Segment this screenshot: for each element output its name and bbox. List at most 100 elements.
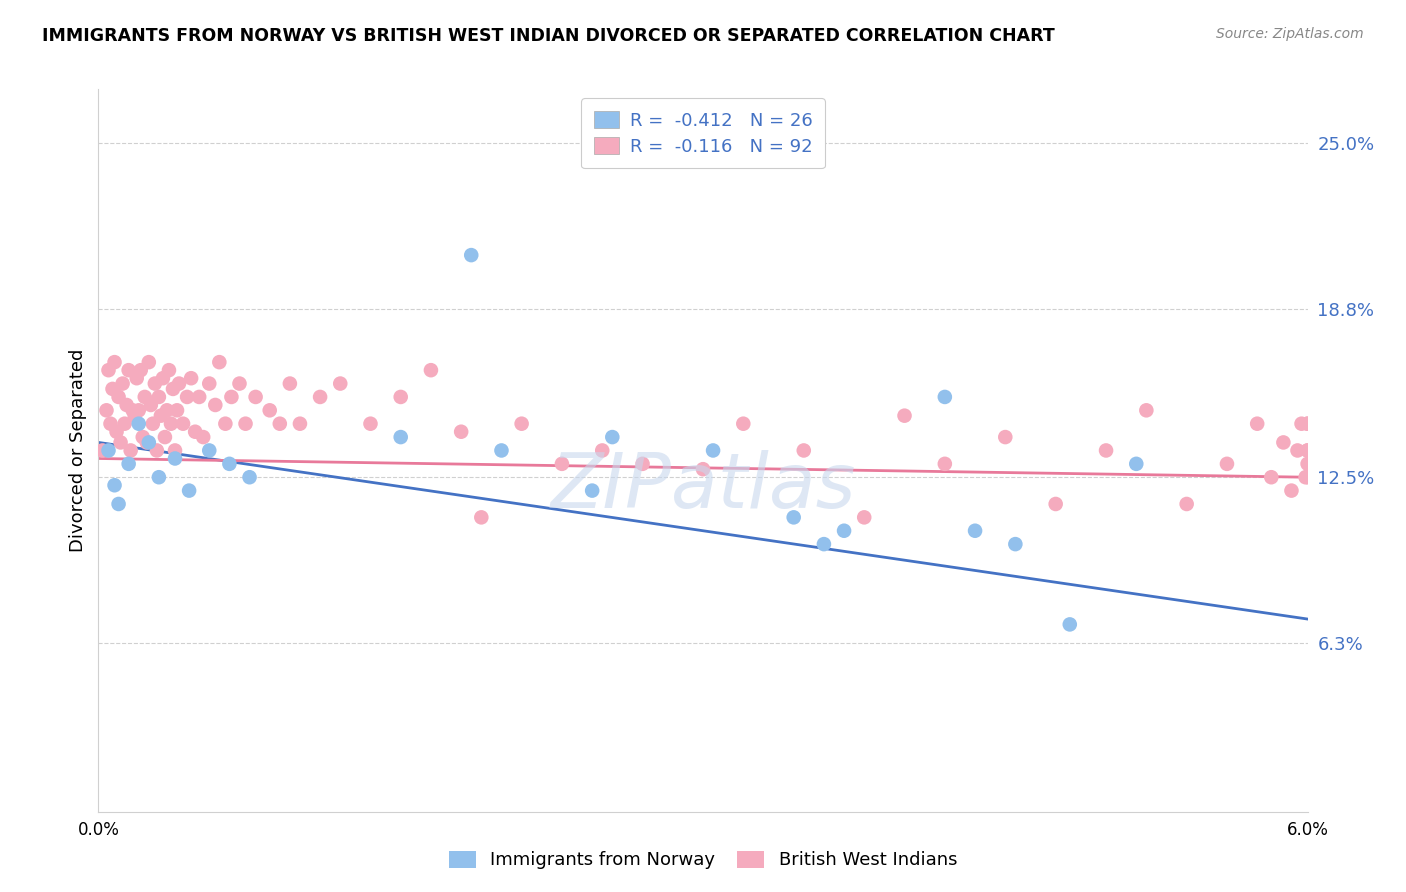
- Point: [1216, 457, 1239, 471]
- Point: [198, 376, 221, 391]
- Point: [107, 390, 129, 404]
- Point: [115, 398, 138, 412]
- Point: [143, 376, 166, 391]
- Point: [1045, 497, 1067, 511]
- Point: [162, 382, 184, 396]
- Point: [97, 363, 120, 377]
- Point: [602, 430, 624, 444]
- Point: [1095, 443, 1118, 458]
- Point: [491, 443, 513, 458]
- Point: [934, 390, 956, 404]
- Point: [180, 371, 202, 385]
- Point: [702, 443, 724, 458]
- Point: [91, 443, 114, 458]
- Point: [208, 355, 231, 369]
- Legend: Immigrants from Norway, British West Indians: Immigrants from Norway, British West Ind…: [440, 842, 966, 879]
- Point: [259, 403, 281, 417]
- Point: [360, 417, 382, 431]
- Point: [994, 430, 1017, 444]
- Point: [129, 363, 152, 377]
- Point: [1004, 537, 1026, 551]
- Point: [813, 537, 835, 551]
- Text: Source: ZipAtlas.com: Source: ZipAtlas.com: [1216, 27, 1364, 41]
- Y-axis label: Divorced or Separated: Divorced or Separated: [69, 349, 87, 552]
- Point: [221, 390, 243, 404]
- Point: [125, 371, 148, 385]
- Point: [1135, 403, 1157, 417]
- Point: [152, 371, 174, 385]
- Point: [269, 417, 291, 431]
- Point: [149, 409, 172, 423]
- Point: [783, 510, 806, 524]
- Point: [124, 409, 146, 423]
- Point: [138, 435, 160, 450]
- Point: [1296, 417, 1319, 431]
- Point: [103, 355, 125, 369]
- Point: [832, 524, 855, 538]
- Point: [510, 417, 533, 431]
- Point: [1246, 417, 1268, 431]
- Point: [160, 417, 183, 431]
- Point: [179, 483, 201, 498]
- Point: [118, 363, 141, 377]
- Point: [288, 417, 311, 431]
- Point: [853, 510, 876, 524]
- Point: [278, 376, 301, 391]
- Point: [1286, 443, 1309, 458]
- Point: [204, 398, 226, 412]
- Point: [1296, 443, 1319, 458]
- Point: [420, 363, 443, 377]
- Point: [114, 417, 136, 431]
- Point: [96, 403, 118, 417]
- Point: [135, 435, 157, 450]
- Point: [163, 451, 186, 466]
- Point: [245, 390, 267, 404]
- Point: [97, 443, 120, 458]
- Point: [239, 470, 262, 484]
- Point: [1296, 443, 1319, 458]
- Point: [1295, 470, 1317, 484]
- Point: [101, 382, 124, 396]
- Point: [1291, 417, 1313, 431]
- Point: [157, 363, 180, 377]
- Point: [110, 435, 132, 450]
- Point: [893, 409, 915, 423]
- Point: [148, 470, 170, 484]
- Point: [118, 457, 141, 471]
- Point: [188, 390, 211, 404]
- Point: [329, 376, 352, 391]
- Point: [389, 390, 412, 404]
- Point: [132, 430, 155, 444]
- Point: [733, 417, 755, 431]
- Point: [148, 390, 170, 404]
- Point: [934, 457, 956, 471]
- Point: [228, 376, 250, 391]
- Point: [142, 417, 165, 431]
- Point: [172, 417, 194, 431]
- Point: [198, 443, 221, 458]
- Text: ZIPatlas: ZIPatlas: [550, 450, 856, 524]
- Point: [450, 425, 472, 439]
- Point: [214, 417, 236, 431]
- Point: [470, 510, 492, 524]
- Point: [111, 376, 134, 391]
- Point: [103, 478, 125, 492]
- Point: [128, 417, 150, 431]
- Point: [235, 417, 257, 431]
- Point: [218, 457, 240, 471]
- Point: [138, 355, 160, 369]
- Point: [134, 390, 156, 404]
- Point: [1281, 483, 1303, 498]
- Point: [121, 403, 143, 417]
- Point: [581, 483, 603, 498]
- Point: [551, 457, 574, 471]
- Point: [1175, 497, 1198, 511]
- Point: [965, 524, 987, 538]
- Point: [146, 443, 169, 458]
- Point: [163, 443, 186, 458]
- Point: [176, 390, 198, 404]
- Point: [156, 403, 179, 417]
- Legend: R =  -0.412   N = 26, R =  -0.116   N = 92: R = -0.412 N = 26, R = -0.116 N = 92: [581, 98, 825, 169]
- Point: [1125, 457, 1147, 471]
- Point: [692, 462, 714, 476]
